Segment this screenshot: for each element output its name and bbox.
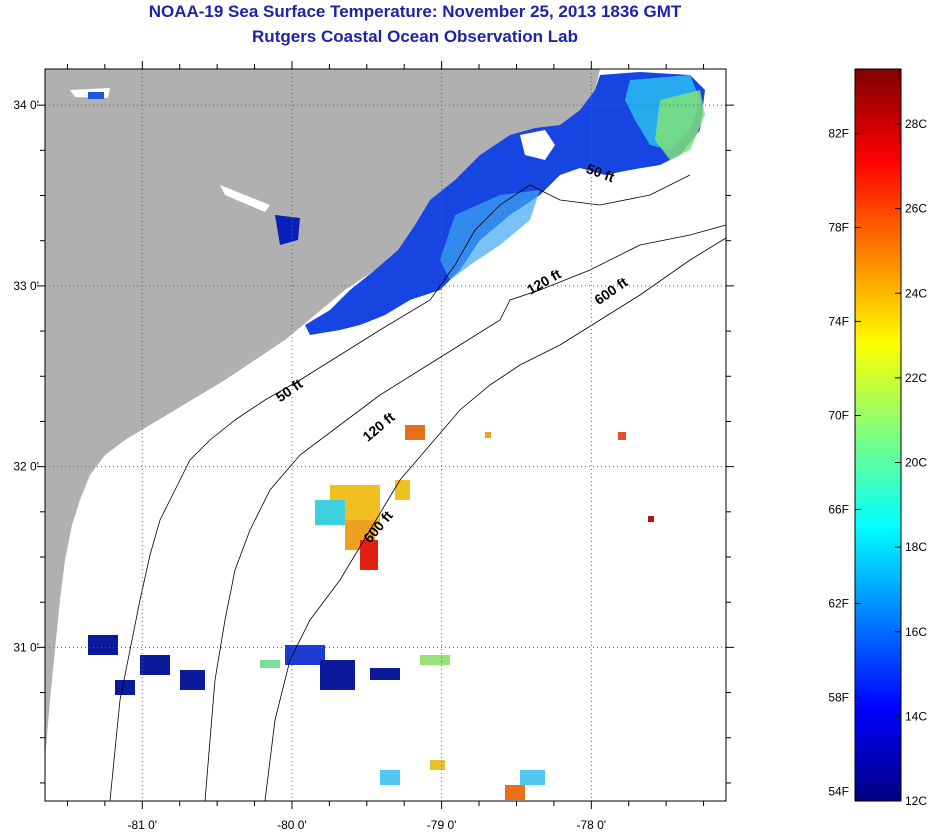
lon-tick-label: -81 0' — [127, 818, 157, 832]
land-mass — [45, 69, 600, 760]
lat-tick-label: 32 0' — [13, 460, 39, 474]
map-grid — [45, 69, 726, 801]
sst-coastal-lightblue — [440, 190, 540, 280]
colorbar-f-label: 70F — [828, 408, 849, 422]
colorbar-f-label: 54F — [828, 785, 849, 799]
map-title: NOAA-19 Sea Surface Temperature: Novembe… — [148, 2, 682, 21]
colorbar-frame — [854, 68, 902, 802]
inland-lake — [275, 215, 300, 245]
lat-tick-label: 33 0' — [13, 279, 39, 293]
colorbar-c-label: 24C — [905, 286, 927, 300]
colorbar-c-label: 16C — [905, 625, 927, 639]
lon-tick-label: -79 0' — [427, 818, 457, 832]
colorbar-c-label: 22C — [905, 371, 927, 385]
map-axes: -81 0' -80 0' -79 0' -78 0' 34 0' 33 0' 32 0' 3… — [13, 61, 734, 832]
lon-tick-label: -80 0' — [277, 818, 307, 832]
lon-tick-label: -78 0' — [576, 818, 606, 832]
colorbar-f-label: 58F — [828, 691, 849, 705]
map-subtitle: Rutgers Coastal Ocean Observation Lab — [252, 27, 578, 46]
colorbar-c-label: 20C — [905, 456, 927, 470]
sst-coastal-green-patch — [655, 90, 705, 160]
colorbar-c-label: 14C — [905, 709, 927, 723]
map-frame — [44, 68, 727, 802]
contour-120ft — [204, 224, 726, 801]
colorbar-c-label: 26C — [905, 202, 927, 216]
inland-lake — [88, 92, 104, 99]
colorbar-f-label: 82F — [828, 126, 849, 140]
contour-600ft — [264, 237, 726, 801]
lat-tick-label: 31 0' — [13, 640, 39, 654]
colorbar-f-label: 78F — [828, 220, 849, 234]
contour-50ft — [109, 174, 691, 801]
colorbar-f-label: 66F — [828, 503, 849, 517]
colorbar-c-label: 28C — [905, 117, 927, 131]
sst-warm-patches — [315, 425, 654, 570]
colorbar-f-label: 62F — [828, 597, 849, 611]
colorbar-c-label: 12C — [905, 794, 927, 808]
colorbar-f-label: 74F — [828, 314, 849, 328]
inland-lake — [220, 185, 270, 212]
colorbar-labels: 82F 78F 74F 70F 66F 62F 58F 54F 28C 26C 24C 22C 20C 1… — [828, 117, 927, 808]
sst-cold-patches — [88, 635, 545, 800]
colorbar-c-label: 18C — [905, 540, 927, 554]
sst-cloud-gap — [520, 130, 555, 160]
colorbar — [855, 69, 901, 801]
lat-tick-label: 34 0' — [13, 98, 39, 112]
